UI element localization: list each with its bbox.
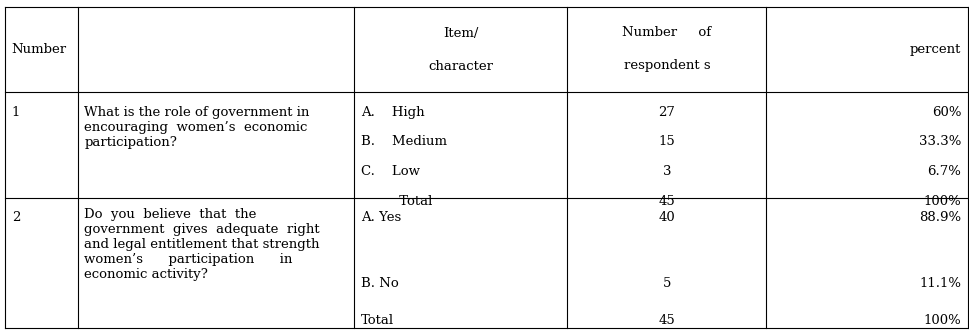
Text: 45: 45 <box>658 195 674 208</box>
Text: 2: 2 <box>12 211 20 224</box>
Text: A. Yes: A. Yes <box>360 211 400 224</box>
Text: Total: Total <box>360 314 393 326</box>
Text: character: character <box>427 59 493 73</box>
Text: What is the role of government in
encouraging  women’s  economic
participation?: What is the role of government in encour… <box>84 106 309 148</box>
Text: 6.7%: 6.7% <box>926 165 960 178</box>
Text: 15: 15 <box>658 135 674 148</box>
Text: 100%: 100% <box>922 314 960 326</box>
Text: 11.1%: 11.1% <box>919 277 960 290</box>
Text: Total: Total <box>360 195 432 208</box>
Text: 27: 27 <box>658 106 674 118</box>
Text: Item/: Item/ <box>443 26 478 40</box>
Text: 33.3%: 33.3% <box>918 135 960 148</box>
Text: B.    Medium: B. Medium <box>360 135 447 148</box>
Text: 60%: 60% <box>931 106 960 118</box>
Text: respondent s: respondent s <box>623 59 709 73</box>
Text: percent: percent <box>909 43 960 56</box>
Text: 45: 45 <box>658 314 674 326</box>
Text: 1: 1 <box>12 106 20 118</box>
Text: 3: 3 <box>662 165 671 178</box>
Text: B. No: B. No <box>360 277 398 290</box>
Text: A.    High: A. High <box>360 106 424 118</box>
Text: 5: 5 <box>662 277 671 290</box>
Text: C.    Low: C. Low <box>360 165 420 178</box>
Text: 100%: 100% <box>922 195 960 208</box>
Text: 88.9%: 88.9% <box>919 211 960 224</box>
Text: Number: Number <box>12 43 67 56</box>
Text: Do  you  believe  that  the
government  gives  adequate  right
and legal entitle: Do you believe that the government gives… <box>84 208 320 281</box>
Text: 40: 40 <box>658 211 674 224</box>
Text: Number     of: Number of <box>622 26 710 40</box>
